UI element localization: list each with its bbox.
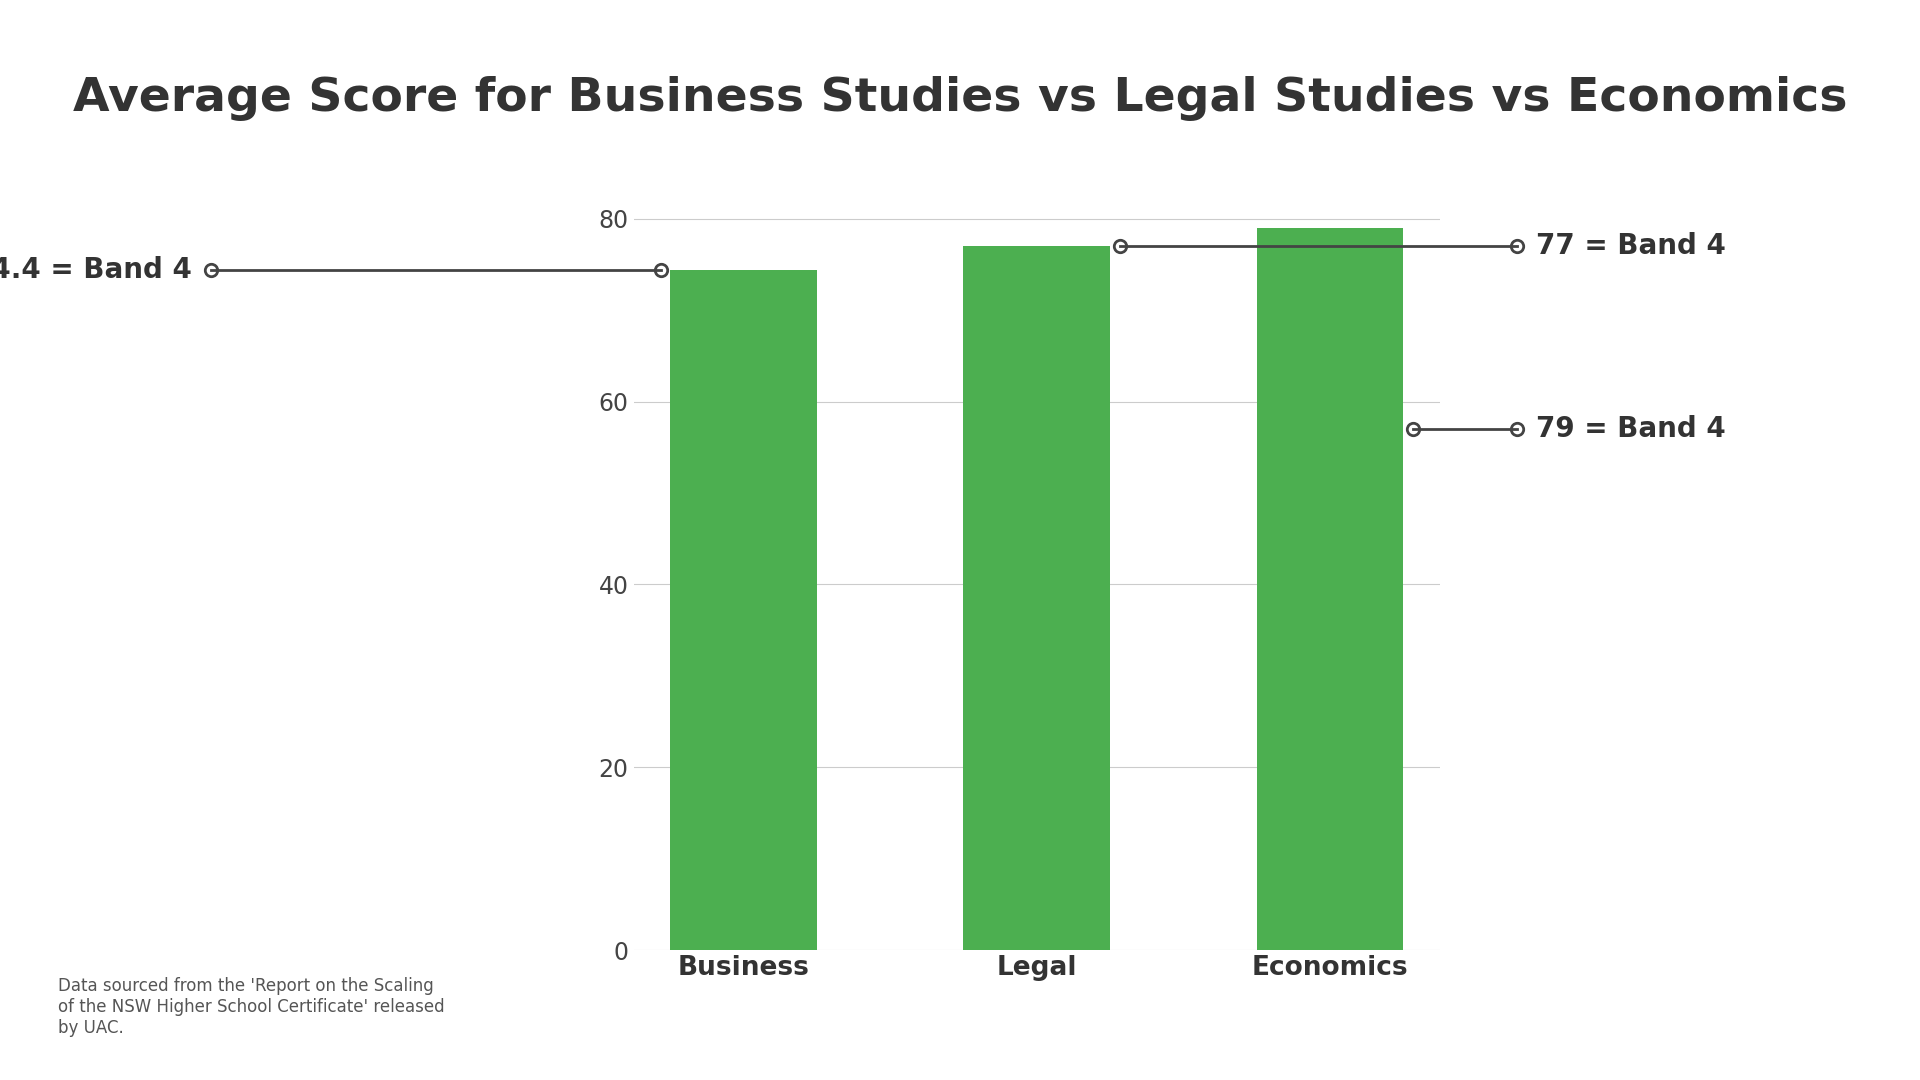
Text: 79 = Band 4: 79 = Band 4 bbox=[1536, 415, 1726, 443]
Bar bbox=[1258, 228, 1404, 950]
Point bbox=[1398, 420, 1428, 437]
Text: Average Score for Business Studies vs Legal Studies vs Economics: Average Score for Business Studies vs Le… bbox=[73, 76, 1847, 121]
Point bbox=[196, 261, 227, 279]
Point bbox=[1501, 420, 1532, 437]
Text: 74.4 = Band 4: 74.4 = Band 4 bbox=[0, 256, 192, 284]
Text: 77 = Band 4: 77 = Band 4 bbox=[1536, 232, 1726, 260]
Text: Data sourced from the 'Report on the Scaling
of the NSW Higher School Certificat: Data sourced from the 'Report on the Sca… bbox=[58, 977, 444, 1037]
Point bbox=[1104, 238, 1135, 255]
Point bbox=[645, 261, 676, 279]
Bar bbox=[964, 246, 1110, 950]
Point bbox=[1501, 238, 1532, 255]
Bar bbox=[670, 270, 816, 950]
